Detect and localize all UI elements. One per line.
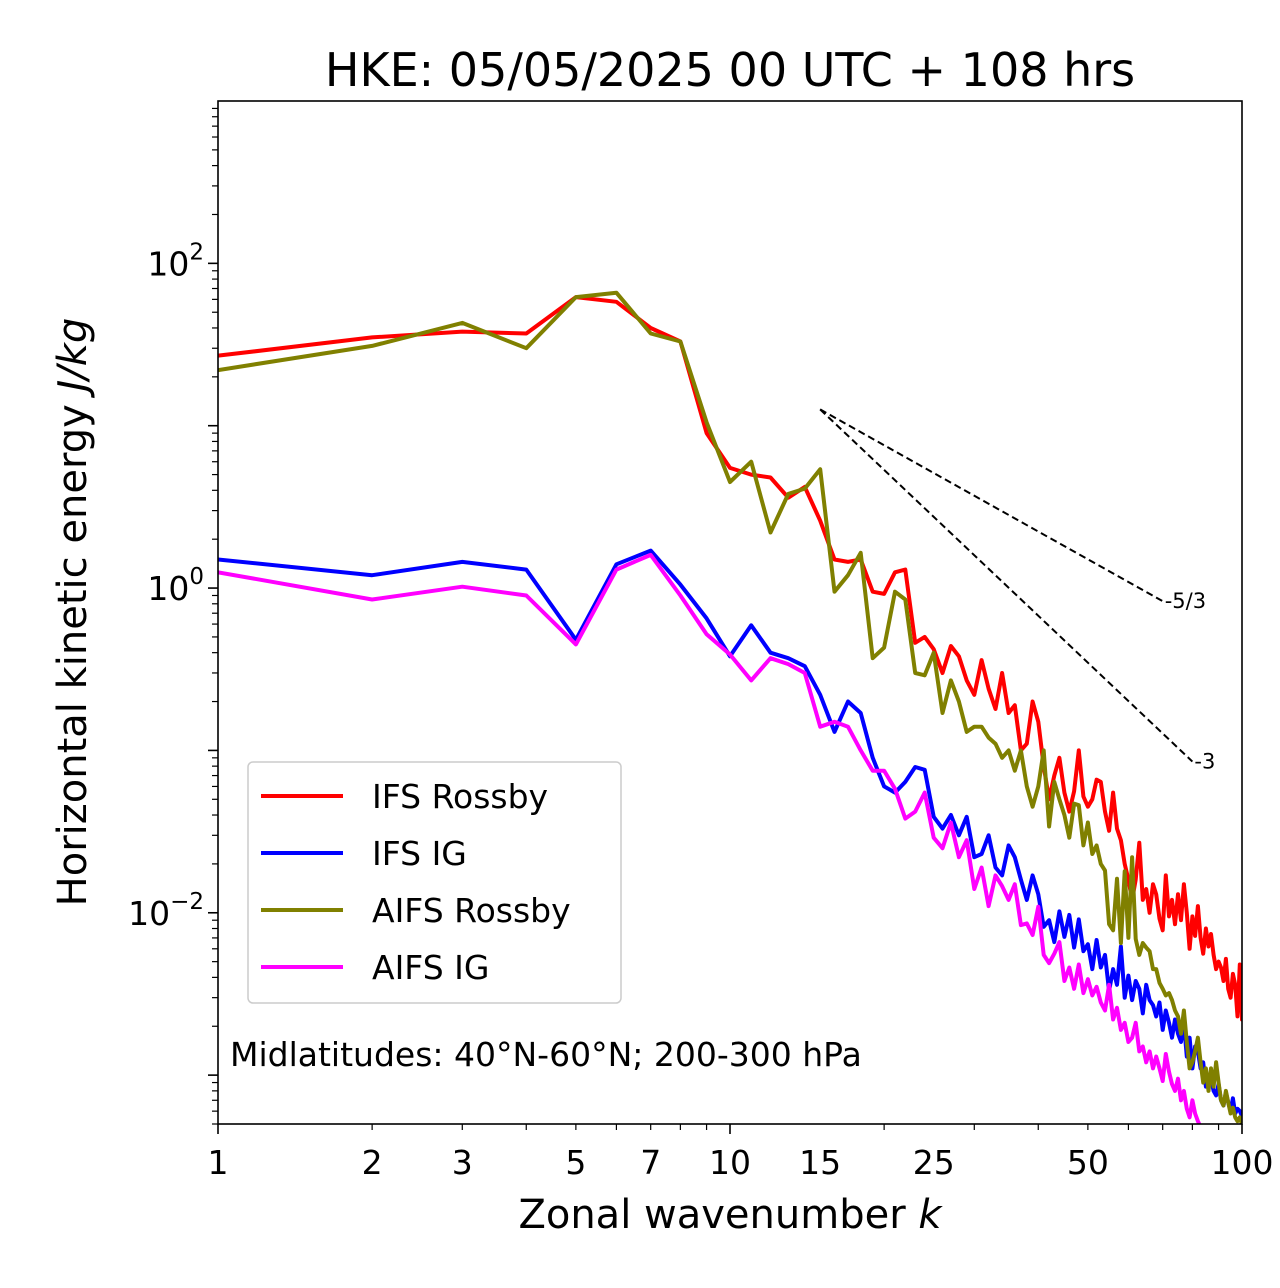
- legend-label-aifs-rossby: AIFS Rossby: [372, 891, 571, 930]
- x-tick-label: 15: [799, 1143, 841, 1182]
- legend-entries: IFS Rossby IFS IG AIFS Rossby AIFS IG: [261, 777, 571, 987]
- x-axis-ticks: 1 2 3 5 7 10 15 25 50 100: [208, 1124, 1274, 1182]
- x-axis-label-text: Zonal wavenumber: [518, 1192, 906, 1238]
- x-tick-label: 50: [1067, 1143, 1109, 1182]
- legend-frame: [247, 761, 622, 1004]
- y-tick-label: 102: [147, 239, 204, 283]
- legend-label-ifs-rossby: IFS Rossby: [372, 777, 548, 816]
- y-tick-label: 10−2: [128, 889, 204, 933]
- x-tick-label: 2: [362, 1143, 383, 1182]
- legend-label-ifs-ig: IFS IG: [372, 834, 467, 873]
- x-tick-label: 1: [208, 1143, 229, 1182]
- series-layer: [218, 290, 1242, 1124]
- series-line-aifs-rossby: [218, 290, 1242, 1124]
- x-tick-label: 5: [565, 1143, 586, 1182]
- y-tick-label: 100: [147, 564, 204, 608]
- y-axis-ticks: 10−2 100 102: [128, 107, 218, 1125]
- slope-line-minus-five-thirds-label: -5/3: [1165, 589, 1206, 613]
- x-axis-label: Zonal wavenumber k: [518, 1192, 943, 1238]
- y-axis-label-units: J/kg: [50, 318, 96, 399]
- legend: IFS Rossby IFS IG AIFS Rossby AIFS IG: [247, 761, 622, 1004]
- x-tick-label: 7: [640, 1143, 661, 1182]
- slope-reference-lines: -5/3 -3: [819, 408, 1215, 774]
- slope-line-minus-three: [819, 408, 1194, 763]
- legend-label-aifs-ig: AIFS IG: [372, 948, 489, 987]
- x-axis-label-symbol: k: [918, 1192, 943, 1238]
- chart-title: HKE: 05/05/2025 00 UTC + 108 hrs: [325, 43, 1135, 97]
- x-tick-label: 10: [709, 1143, 751, 1182]
- x-tick-label: 3: [452, 1143, 473, 1182]
- y-axis-label: Horizontal kinetic energy J/kg: [50, 318, 96, 907]
- slope-line-minus-three-label: -3: [1194, 750, 1215, 774]
- y-axis-label-text: Horizontal kinetic energy: [50, 404, 96, 906]
- region-annotation: Midlatitudes: 40°N-60°N; 200-300 hPa: [230, 1035, 862, 1074]
- series-line-aifs-ig: [218, 552, 1202, 1124]
- x-tick-label: 25: [913, 1143, 955, 1182]
- x-tick-label: 100: [1211, 1143, 1274, 1182]
